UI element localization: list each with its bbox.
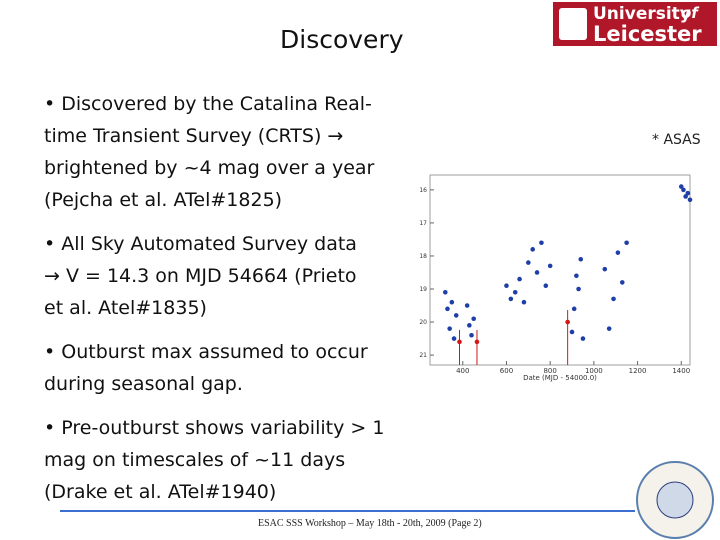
slide-title: Discovery	[280, 25, 404, 54]
data-point	[569, 329, 575, 335]
x-tick-label: 400	[456, 367, 469, 375]
data-point	[447, 326, 452, 331]
bullet-line: brightened by ~4 mag over a year	[44, 157, 375, 179]
bullet: • Pre-outburst shows variability > 1 mag …	[44, 412, 384, 508]
bullet-line: • Discovered by the Catalina Real-	[44, 93, 372, 115]
y-tick-label: 19	[419, 286, 427, 293]
bullet-line: (Drake et al. ATel#1940)	[44, 481, 277, 503]
data-point	[611, 296, 616, 302]
x-tick-label: 1400	[672, 367, 690, 375]
data-point	[451, 336, 457, 341]
x-tick-label: 600	[500, 367, 513, 375]
y-tick-label: 21	[419, 352, 427, 359]
data-point	[565, 319, 570, 325]
data-point	[685, 190, 691, 196]
data-point	[471, 316, 476, 322]
bullet-line: • Pre-outburst shows variability > 1	[44, 417, 385, 439]
data-point	[602, 266, 608, 272]
data-point	[504, 283, 509, 288]
data-point	[687, 197, 693, 203]
data-point	[449, 299, 455, 305]
y-tick-label: 18	[419, 253, 427, 260]
data-point	[678, 184, 684, 189]
bullet-line: during seasonal gap.	[44, 373, 243, 395]
x-tick-label: 1200	[629, 367, 647, 375]
bullet-list: • Discovered by the Catalina Real-time T…	[44, 88, 384, 520]
y-tick-label: 20	[419, 319, 427, 326]
data-point	[521, 299, 527, 305]
data-point	[464, 303, 470, 308]
bullet-line: → V = 14.3 on MJD 54664 (Prieto	[44, 265, 357, 287]
logo: University of Leicester	[553, 2, 717, 46]
y-tick-label: 17	[419, 220, 427, 227]
data-point	[576, 286, 581, 292]
data-point	[681, 187, 686, 193]
bullet-line: • All Sky Automated Survey data	[44, 233, 357, 255]
bullet-line: • Outburst max assumed to occur	[44, 341, 368, 363]
data-point	[543, 283, 549, 288]
data-point	[469, 332, 474, 338]
data-point	[571, 306, 577, 312]
data-point	[619, 280, 625, 285]
data-point	[530, 247, 535, 252]
data-point	[457, 339, 462, 345]
data-point	[442, 290, 448, 295]
data-point	[453, 313, 459, 318]
data-point	[624, 240, 629, 246]
data-point	[580, 336, 586, 341]
footer: ESAC SSS Workshop – May 18th - 20th, 200…	[258, 518, 482, 529]
crest	[559, 8, 587, 40]
legend-note: * ASAS	[652, 132, 701, 148]
data-point	[467, 323, 472, 328]
data-point	[526, 260, 531, 265]
bullet-line: et al. Atel#1835)	[44, 297, 207, 319]
data-point	[578, 256, 584, 262]
footer-rule	[60, 510, 635, 512]
bullet: • Outburst max assumed to occur during se…	[44, 336, 384, 400]
data-point	[574, 273, 579, 279]
data-point	[615, 250, 621, 255]
x-axis-label: Date (MJD - 54000.0)	[523, 374, 597, 382]
y-tick-label: 16	[419, 187, 427, 194]
data-point	[474, 339, 480, 345]
data-point	[547, 263, 553, 269]
data-point	[606, 326, 612, 331]
logo-text: University	[593, 4, 691, 24]
data-point	[539, 240, 544, 246]
bullet-line: mag on timescales of ~11 days	[44, 449, 346, 471]
x-tick-label: 800	[543, 367, 556, 375]
data-point	[445, 306, 450, 312]
x-tick-label: 1000	[585, 367, 603, 375]
logo-text: of	[681, 4, 698, 22]
plot-frame	[429, 174, 691, 366]
data-point	[683, 194, 688, 199]
logo-text: Leicester	[593, 22, 702, 46]
emblem-core	[656, 481, 694, 519]
data-point	[512, 290, 518, 295]
bullet: • All Sky Automated Survey data → V = 14.…	[44, 228, 384, 324]
bullet: • Discovered by the Catalina Real-time T…	[44, 88, 384, 216]
data-point	[534, 270, 540, 275]
bullet-line: (Pejcha et al. ATel#1825)	[44, 189, 283, 211]
emblem	[636, 461, 714, 539]
data-point	[508, 296, 514, 302]
bullet-line: time Transient Survey (CRTS) →	[44, 125, 344, 147]
data-point	[517, 276, 522, 282]
